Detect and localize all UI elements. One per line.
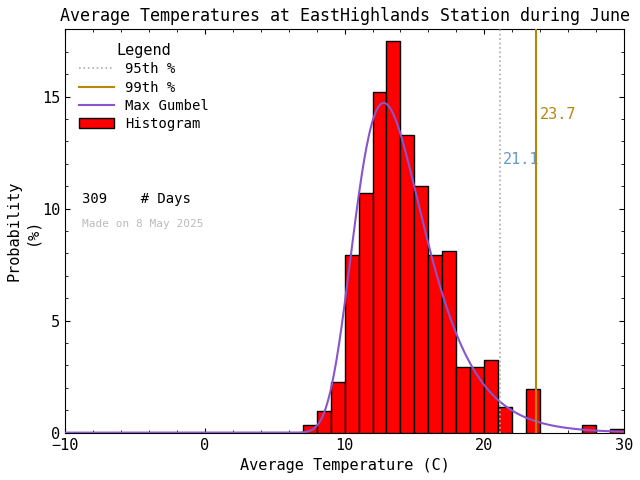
X-axis label: Average Temperature (C): Average Temperature (C): [239, 458, 449, 473]
Bar: [442, 252, 456, 432]
Bar: [387, 41, 401, 432]
Title: Average Temperatures at EastHighlands Station during June: Average Temperatures at EastHighlands St…: [60, 7, 630, 25]
Text: Made on 8 May 2025: Made on 8 May 2025: [82, 219, 204, 229]
Bar: [331, 382, 344, 432]
Text: 23.7: 23.7: [540, 107, 576, 122]
Bar: [358, 193, 372, 432]
Bar: [415, 186, 428, 432]
Bar: [484, 360, 498, 432]
Legend: 95th %, 99th %, Max Gumbel, Histogram: 95th %, 99th %, Max Gumbel, Histogram: [72, 36, 216, 138]
Bar: [456, 367, 470, 432]
Bar: [498, 408, 512, 432]
Text: 21.1: 21.1: [503, 152, 540, 167]
Bar: [470, 367, 484, 432]
Bar: [582, 425, 596, 432]
Bar: [526, 389, 540, 432]
Y-axis label: Probability
(%): Probability (%): [7, 181, 39, 281]
Bar: [303, 425, 317, 432]
Bar: [401, 135, 415, 432]
Bar: [317, 411, 331, 432]
Bar: [428, 255, 442, 432]
Bar: [344, 255, 358, 432]
Bar: [610, 429, 624, 432]
Text: 309    # Days: 309 # Days: [82, 192, 191, 206]
Bar: [372, 92, 387, 432]
